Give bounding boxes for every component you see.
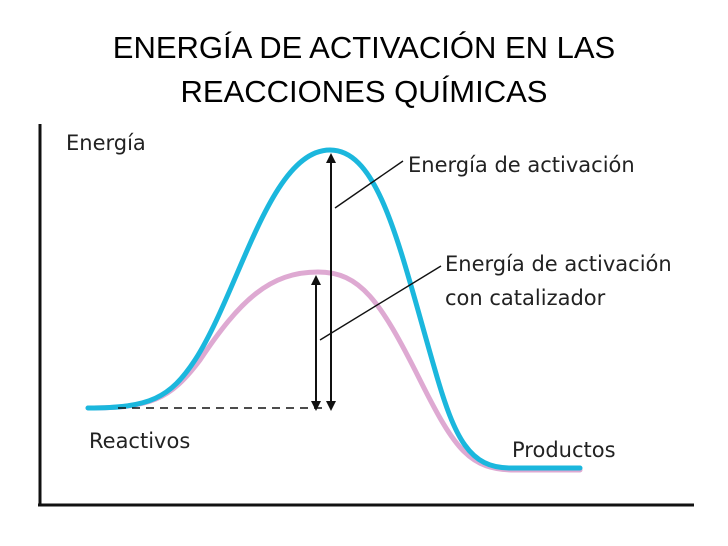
callout-uncatalyzed-label: Energía de activación [408, 153, 635, 177]
callout-catalyzed-label-line-1: Energía de activación [445, 252, 672, 276]
uncatalyzed-curve [85, 147, 583, 471]
y-axis-label: Energía [66, 131, 146, 155]
slide-title-line-1: ENERGÍA DE ACTIVACIÓN EN LAS [112, 30, 616, 65]
slide-title: ENERGÍA DE ACTIVACIÓN EN LAS REACCIONES … [0, 26, 728, 114]
slide-title-line-2: REACCIONES QUÍMICAS [180, 74, 548, 109]
callout-leader-uncatalyzed [334, 160, 404, 209]
callout-leader-catalyzed [319, 265, 442, 341]
reactants-label: Reactivos [89, 429, 190, 453]
callout-catalyzed-label-line-2: con catalizador [445, 286, 606, 310]
products-label: Productos [512, 438, 616, 462]
